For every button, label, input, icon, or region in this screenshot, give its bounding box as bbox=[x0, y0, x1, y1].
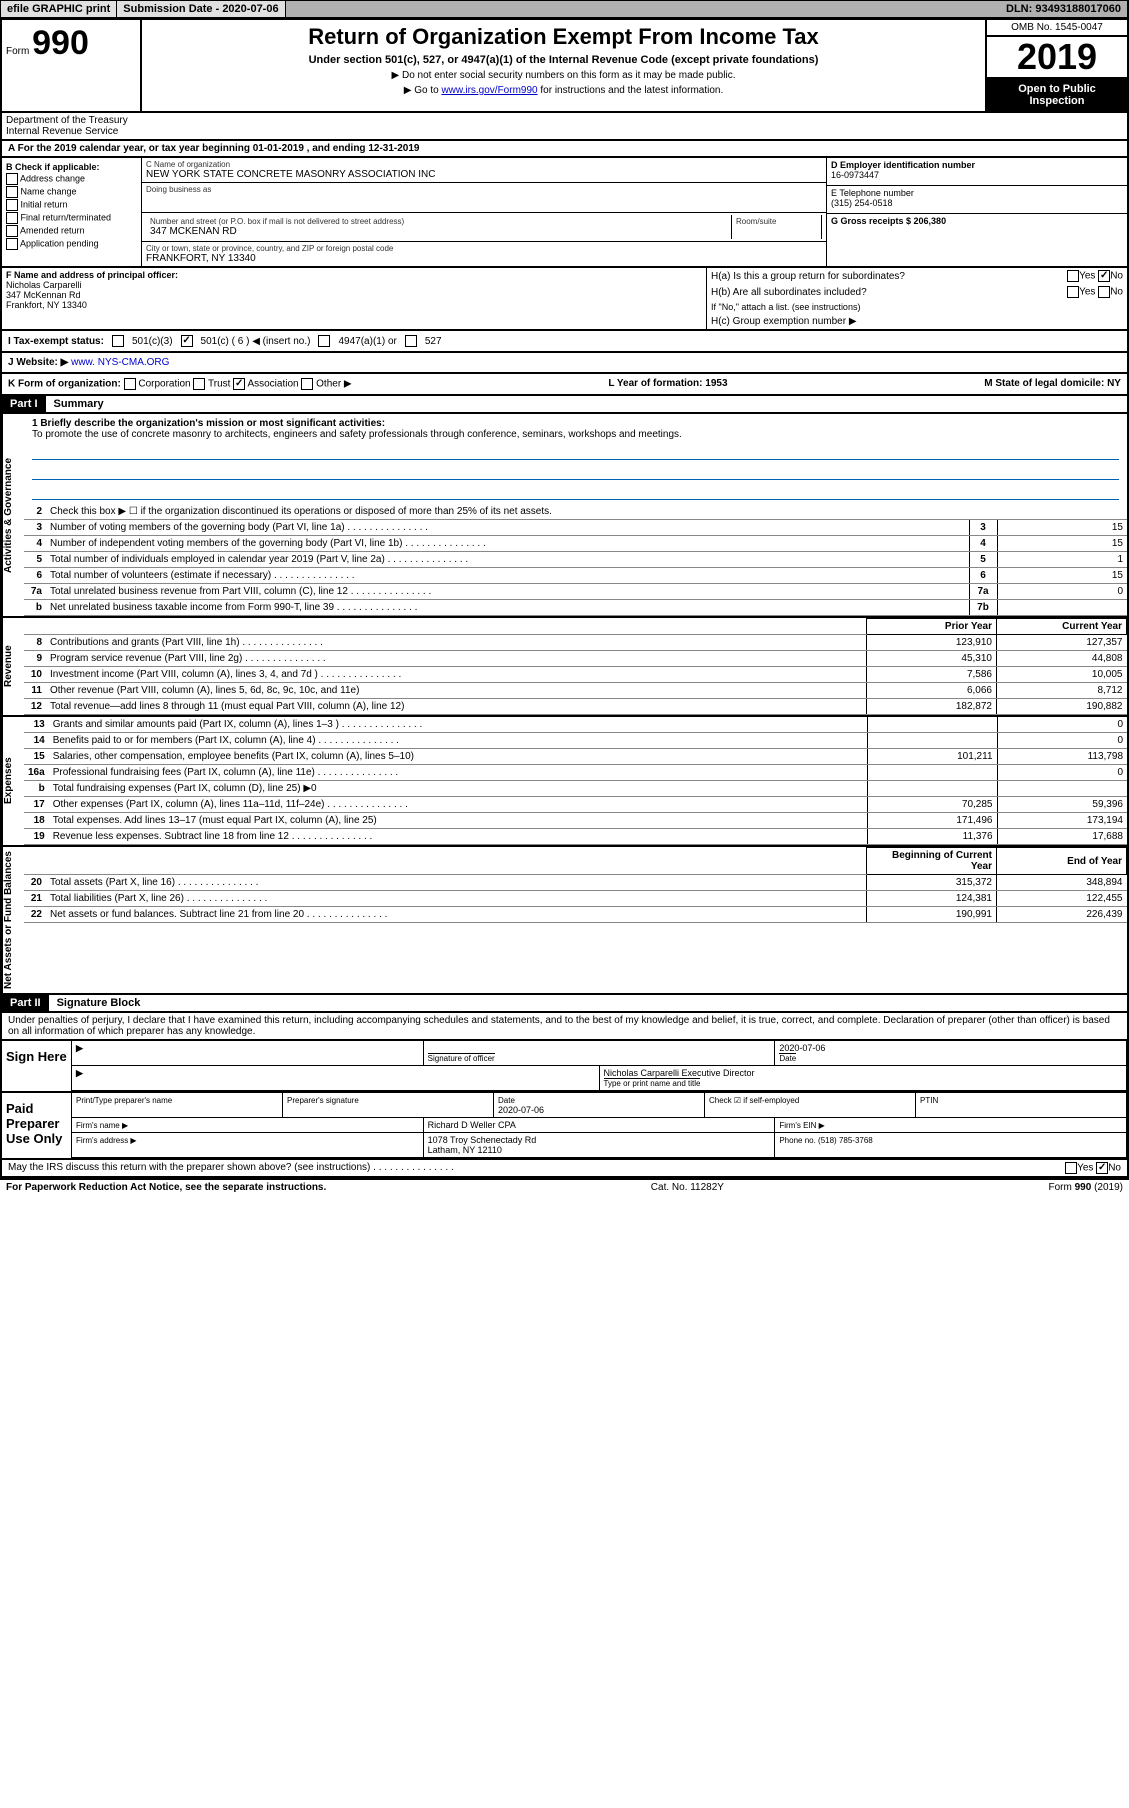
form-header: Form 990 Return of Organization Exempt F… bbox=[0, 18, 1129, 113]
activities-governance-group: Activities & Governance 1 Briefly descri… bbox=[0, 414, 1129, 618]
form-number: 990 bbox=[32, 24, 89, 62]
part-i-header: Part ISummary bbox=[0, 396, 1129, 414]
note-link: ▶ Go to www.irs.gov/Form990 for instruct… bbox=[146, 85, 981, 96]
org-name: NEW YORK STATE CONCRETE MASONRY ASSOCIAT… bbox=[146, 169, 822, 180]
revenue-group: Revenue Prior YearCurrent Year 8Contribu… bbox=[0, 618, 1129, 717]
submission-date: Submission Date - 2020-07-06 bbox=[117, 1, 285, 17]
form-title: Return of Organization Exempt From Incom… bbox=[146, 24, 981, 50]
expenses-group: Expenses 13Grants and similar amounts pa… bbox=[0, 717, 1129, 847]
mission-text: To promote the use of concrete masonry t… bbox=[32, 429, 682, 440]
officer-name: Nicholas Carparelli bbox=[6, 280, 82, 290]
discuss-line: May the IRS discuss this return with the… bbox=[0, 1160, 1129, 1178]
omb-number: OMB No. 1545-0047 bbox=[987, 20, 1127, 37]
department-label: Department of the TreasuryInternal Reven… bbox=[0, 113, 1129, 141]
officer-signature-name: Nicholas Carparelli Executive Director bbox=[604, 1068, 755, 1078]
sidebar-net-assets: Net Assets or Fund Balances bbox=[2, 847, 24, 993]
line-k-form-org: K Form of organization: Corporation Trus… bbox=[0, 374, 1129, 396]
note-ssn: ▶ Do not enter social security numbers o… bbox=[146, 70, 981, 81]
preparer-phone: Phone no. (518) 785-3768 bbox=[779, 1136, 872, 1145]
section-b-checkboxes: B Check if applicable: Address change Na… bbox=[2, 158, 142, 266]
sign-here-section: Sign Here ▶ Signature of officer 2020-07… bbox=[0, 1041, 1129, 1093]
footer: For Paperwork Reduction Act Notice, see … bbox=[0, 1178, 1129, 1195]
firm-name: Richard D Weller CPA bbox=[424, 1118, 776, 1132]
website-link[interactable]: www. NYS-CMA.ORG bbox=[71, 357, 169, 368]
line-i-tax-exempt: I Tax-exempt status: 501(c)(3) ✓501(c) (… bbox=[0, 331, 1129, 353]
line-j-website: J Website: ▶ www. NYS-CMA.ORG bbox=[0, 353, 1129, 374]
section-fh: F Name and address of principal officer:… bbox=[0, 268, 1129, 331]
tax-year: 2019 bbox=[987, 37, 1127, 79]
penalty-declaration: Under penalties of perjury, I declare th… bbox=[0, 1013, 1129, 1041]
open-inspection: Open to Public Inspection bbox=[987, 79, 1127, 111]
form-subtitle: Under section 501(c), 527, or 4947(a)(1)… bbox=[146, 54, 981, 66]
line-a-tax-year: A For the 2019 calendar year, or tax yea… bbox=[0, 141, 1129, 158]
phone: (315) 254-0518 bbox=[831, 198, 893, 208]
sidebar-revenue: Revenue bbox=[2, 618, 24, 715]
section-bcd: B Check if applicable: Address change Na… bbox=[0, 158, 1129, 268]
dln: DLN: 93493188017060 bbox=[1000, 1, 1128, 17]
paid-preparer-section: Paid Preparer Use Only Print/Type prepar… bbox=[0, 1093, 1129, 1160]
sidebar-activities: Activities & Governance bbox=[2, 414, 24, 616]
gross-receipts: G Gross receipts $ 206,380 bbox=[831, 216, 946, 226]
net-assets-group: Net Assets or Fund Balances Beginning of… bbox=[0, 847, 1129, 995]
irs-link[interactable]: www.irs.gov/Form990 bbox=[441, 85, 537, 96]
part-ii-header: Part IISignature Block bbox=[0, 995, 1129, 1013]
top-bar: efile GRAPHIC print Submission Date - 20… bbox=[0, 0, 1129, 18]
org-address: 347 MCKENAN RD bbox=[150, 226, 727, 237]
form-label: Form bbox=[6, 46, 29, 57]
sidebar-expenses: Expenses bbox=[2, 717, 24, 845]
efile-label: efile GRAPHIC print bbox=[1, 1, 117, 17]
org-city: FRANKFORT, NY 13340 bbox=[146, 253, 822, 264]
ein: 16-0973447 bbox=[831, 170, 879, 180]
